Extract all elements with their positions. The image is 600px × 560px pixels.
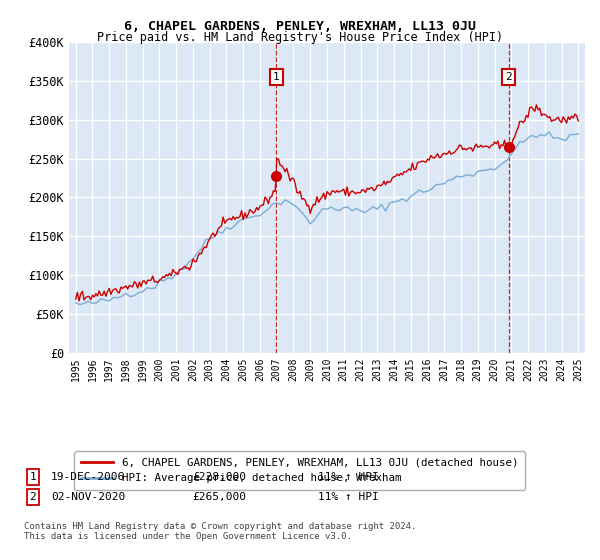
Text: 19-DEC-2006: 19-DEC-2006 bbox=[51, 472, 125, 482]
Text: Price paid vs. HM Land Registry's House Price Index (HPI): Price paid vs. HM Land Registry's House … bbox=[97, 31, 503, 44]
Text: £265,000: £265,000 bbox=[192, 492, 246, 502]
Text: 6, CHAPEL GARDENS, PENLEY, WREXHAM, LL13 0JU: 6, CHAPEL GARDENS, PENLEY, WREXHAM, LL13… bbox=[124, 20, 476, 32]
Text: 2: 2 bbox=[29, 492, 37, 502]
Text: 11% ↑ HPI: 11% ↑ HPI bbox=[318, 472, 379, 482]
Text: Contains HM Land Registry data © Crown copyright and database right 2024.
This d: Contains HM Land Registry data © Crown c… bbox=[24, 522, 416, 542]
Text: 11% ↑ HPI: 11% ↑ HPI bbox=[318, 492, 379, 502]
Text: £228,000: £228,000 bbox=[192, 472, 246, 482]
Text: 02-NOV-2020: 02-NOV-2020 bbox=[51, 492, 125, 502]
Text: 2: 2 bbox=[505, 72, 512, 82]
Text: 1: 1 bbox=[273, 72, 280, 82]
Text: 1: 1 bbox=[29, 472, 37, 482]
Legend: 6, CHAPEL GARDENS, PENLEY, WREXHAM, LL13 0JU (detached house), HPI: Average pric: 6, CHAPEL GARDENS, PENLEY, WREXHAM, LL13… bbox=[74, 451, 525, 490]
